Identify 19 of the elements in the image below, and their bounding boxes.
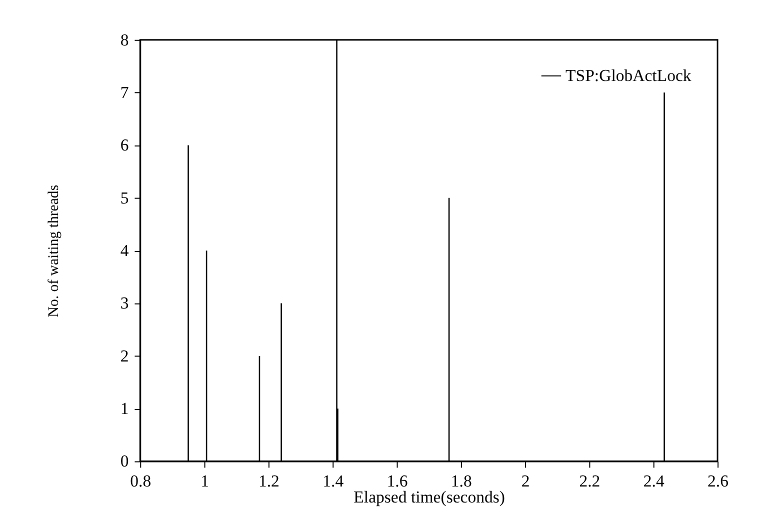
x-tick-label: 1.4 — [322, 471, 344, 490]
y-tick-label: 7 — [120, 82, 129, 102]
x-tick-label: 1.2 — [258, 471, 280, 490]
legend-label: TSP:GlobActLock — [566, 66, 692, 85]
y-tick-label: 0 — [120, 452, 129, 471]
x-tick-label: 2.2 — [579, 471, 600, 490]
x-tick-label: 2.6 — [708, 471, 729, 490]
x-tick-label: 1 — [200, 471, 209, 490]
y-tick-label: 6 — [120, 136, 129, 155]
y-axis-title: No. of waiting threads — [46, 184, 62, 318]
x-tick-label: 2.4 — [643, 471, 665, 490]
y-tick-label: 3 — [120, 294, 129, 313]
x-tick-label: 0.8 — [130, 471, 152, 490]
y-tick-label: 5 — [120, 188, 129, 208]
y-tick-label: 4 — [120, 241, 130, 260]
y-tick-label: 1 — [120, 399, 129, 418]
y-tick-label: 8 — [120, 30, 129, 50]
x-tick-label: 2 — [521, 471, 530, 490]
y-tick-label: 2 — [120, 346, 129, 366]
